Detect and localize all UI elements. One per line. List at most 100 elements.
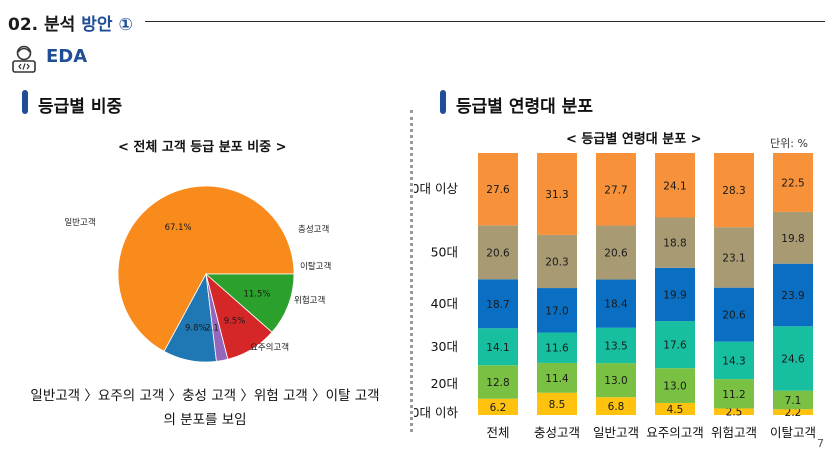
bar-segment <box>537 332 577 363</box>
slide-header: 02. 분석 방안 ① <box>8 10 133 35</box>
bar-segment <box>773 153 813 212</box>
bar-value-label: 14.3 <box>722 355 745 367</box>
bar-value-label: 28.3 <box>722 185 745 197</box>
pie-percent-label: 11.5% <box>243 289 270 299</box>
bar-chart-title: < 등급별 연령대 분포 > <box>566 132 702 147</box>
bar-segment <box>655 267 695 322</box>
bar-segment <box>773 263 813 327</box>
bar-segment <box>773 409 813 415</box>
pie-slice-1 <box>117 185 295 352</box>
bar-segment <box>596 225 636 280</box>
series-label: 10대 이하 <box>414 405 458 420</box>
bar-value-label: 7.1 <box>785 395 802 407</box>
bar-segment <box>537 153 577 235</box>
bar-value-label: 2.2 <box>785 407 802 419</box>
header-prefix: 02. 분석 <box>8 15 76 35</box>
bar-value-label: 20.6 <box>722 310 746 322</box>
summary-line-2: 의 분포를 보임 <box>163 412 247 428</box>
bar-segment <box>655 321 695 369</box>
bar-segment <box>714 379 754 409</box>
bar-segment <box>596 363 636 398</box>
series-label: 20대 <box>431 376 458 391</box>
category-label: 일반고객 <box>593 425 639 440</box>
bar-segment <box>478 225 518 280</box>
bar-segment <box>655 217 695 268</box>
bar-segment <box>714 341 754 380</box>
bar-value-label: 13.0 <box>663 381 686 393</box>
bar-value-label: 20.6 <box>604 248 628 260</box>
bar-value-label: 20.6 <box>486 247 510 259</box>
bar-segment <box>714 287 754 342</box>
right-section-marker <box>440 90 446 114</box>
bar-value-label: 4.5 <box>667 404 684 416</box>
pie-slice-5 <box>204 273 295 333</box>
bar-value-label: 18.7 <box>486 299 509 311</box>
series-label: 30대 <box>431 339 458 354</box>
bar-segment <box>714 153 754 228</box>
pie-category-label: 이탈고객 <box>300 261 331 272</box>
right-section-title: 등급별 연령대 분포 <box>456 97 593 117</box>
pie-percent-label: 9.5% <box>224 317 246 327</box>
bar-value-label: 12.8 <box>486 377 509 389</box>
bar-segment <box>537 234 577 289</box>
bar-segment <box>655 402 695 415</box>
bar-value-label: 18.4 <box>604 299 628 311</box>
bar-value-label: 19.9 <box>663 289 686 301</box>
bar-segment <box>714 227 754 288</box>
bar-value-label: 13.0 <box>604 375 627 387</box>
category-label: 위험고객 <box>711 425 757 440</box>
summary-line-1: 일반고객 〉요주의 고객 〉충성 고객 〉위험 고객 〉이탈 고객 <box>30 388 380 404</box>
category-label: 충성고객 <box>534 425 580 440</box>
bar-value-label: 18.8 <box>663 238 686 250</box>
bar-segment <box>478 279 518 329</box>
bar-segment <box>655 153 695 218</box>
bar-value-label: 17.0 <box>545 305 568 317</box>
category-label: 전체 <box>486 425 509 440</box>
bar-segment <box>537 288 577 333</box>
bar-segment <box>478 328 518 366</box>
bar-segment <box>714 408 754 415</box>
series-label: 50대 <box>431 244 458 259</box>
series-label: 60대 이상 <box>414 181 458 196</box>
pie-category-label: 요주의고객 <box>250 342 289 353</box>
left-section-marker <box>22 90 28 114</box>
bar-value-label: 24.6 <box>781 353 805 365</box>
bar-value-label: 24.1 <box>663 180 686 192</box>
pie-percent-label: 9.8% <box>185 324 207 334</box>
bar-segment <box>773 326 813 391</box>
category-label: 요주의고객 <box>646 425 704 440</box>
bar-value-label: 27.7 <box>604 184 627 196</box>
section-divider <box>410 110 413 432</box>
bar-value-label: 6.2 <box>490 402 507 414</box>
unit-label: 단위: % <box>770 137 808 150</box>
bar-segment <box>537 392 577 415</box>
bar-value-label: 13.5 <box>604 340 627 352</box>
header-accent: 방안 ① <box>81 15 133 35</box>
bar-segment <box>596 397 636 415</box>
bar-value-label: 8.5 <box>549 399 566 411</box>
bar-segment <box>478 398 518 415</box>
bar-value-label: 17.6 <box>663 340 687 352</box>
bar-value-label: 31.3 <box>545 189 568 201</box>
bar-segment <box>773 211 813 264</box>
pie-category-label: 충성고객 <box>298 224 329 235</box>
bar-value-label: 23.1 <box>722 252 745 264</box>
bar-segment <box>773 390 813 410</box>
bar-value-label: 14.1 <box>486 342 509 354</box>
bar-segment <box>478 153 518 226</box>
left-section-title: 등급별 비중 <box>38 97 123 117</box>
page-number: 7 <box>817 437 824 450</box>
bar-segment <box>596 327 636 364</box>
pie-percent-label: 2.1% <box>205 324 227 334</box>
pie-chart: 67.1% 일반고객 9.8% 충성고객 2.1% 이탈고객 9.5% 위험고객 11.5% 요주… <box>64 185 331 363</box>
bar-value-label: 22.5 <box>781 177 804 189</box>
category-label: 이탈고객 <box>770 425 816 440</box>
bar-value-label: 2.5 <box>726 407 743 419</box>
bar-value-label: 6.8 <box>608 401 625 413</box>
stacked-bar-chart: 6.2 12.8 14.1 18.7 20.6 27.6 전체 8.5 11.4 11.6 17.0… <box>414 153 816 440</box>
pie-category-label: 위험고객 <box>294 295 325 306</box>
bar-value-label: 23.9 <box>781 290 804 302</box>
header-rule <box>145 21 825 22</box>
eda-label: EDA <box>46 46 88 67</box>
bar-segment <box>596 153 636 226</box>
